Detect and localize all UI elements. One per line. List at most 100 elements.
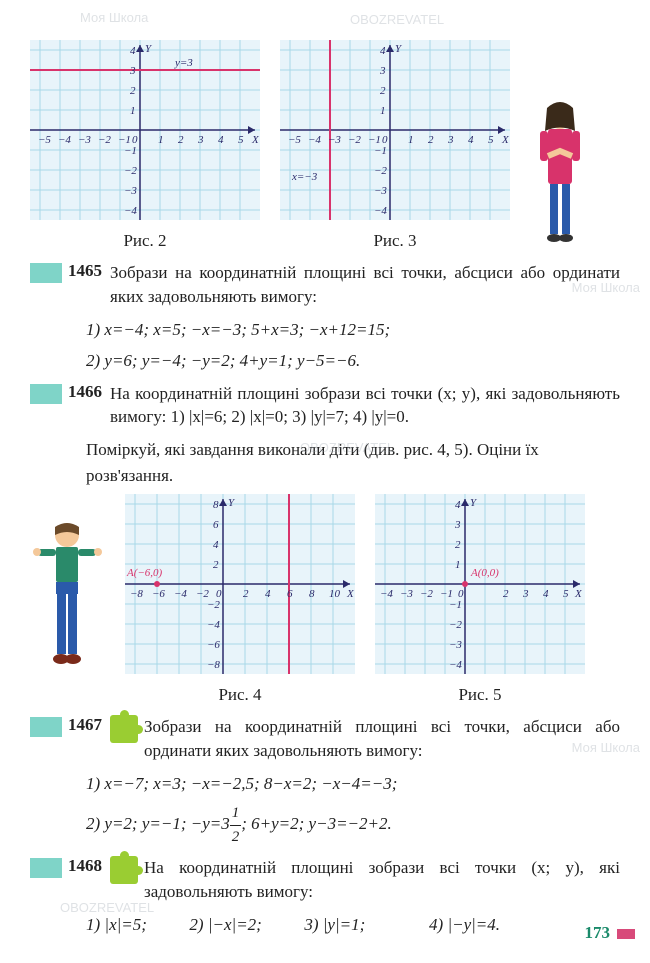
page-number-bar xyxy=(617,929,635,939)
svg-text:−3: −3 xyxy=(449,639,462,651)
svg-text:X: X xyxy=(346,588,355,600)
svg-text:2: 2 xyxy=(178,134,184,146)
task-text: На координатній площині зобрази всі точк… xyxy=(144,856,620,904)
svg-text:A(−6,0): A(−6,0) xyxy=(126,567,163,579)
svg-text:4: 4 xyxy=(468,134,474,146)
task-marker xyxy=(30,263,62,283)
svg-text:−5: −5 xyxy=(38,134,51,146)
svg-text:3: 3 xyxy=(454,519,461,531)
svg-text:5: 5 xyxy=(563,588,569,600)
puzzle-icon xyxy=(110,856,138,884)
svg-text:y=3: y=3 xyxy=(174,57,193,69)
chart-3: −5−4−3−2−1 0 12345 1234 −1−2−3−4 XY x=−3… xyxy=(280,40,510,251)
task-number: 1466 xyxy=(68,382,102,402)
svg-text:3: 3 xyxy=(129,65,136,77)
caption-chart4: Рис. 4 xyxy=(125,685,355,705)
svg-text:3: 3 xyxy=(379,65,386,77)
svg-text:−2: −2 xyxy=(420,588,433,600)
svg-text:−2: −2 xyxy=(348,134,361,146)
svg-text:X: X xyxy=(251,134,260,146)
charts-row-top: −5−4−3−2−1 0 12345 1234 −1−2−3−4 XY y=3 … xyxy=(30,40,620,251)
task-1467-line2: 2) y=2; y=−1; −y=312; 6+y=2; y−3=−2+2. xyxy=(86,802,620,848)
svg-text:2: 2 xyxy=(455,539,461,551)
svg-text:4: 4 xyxy=(455,499,461,511)
task-number: 1467 xyxy=(68,715,102,735)
svg-text:3: 3 xyxy=(447,134,454,146)
page-number: 173 xyxy=(585,923,611,943)
svg-text:X: X xyxy=(574,588,583,600)
task-1467: 1467 Зобрази на координатній площині всі… xyxy=(30,715,620,763)
svg-text:1: 1 xyxy=(380,105,386,117)
task-number: 1468 xyxy=(68,856,102,876)
puzzle-icon xyxy=(110,715,138,743)
svg-text:−5: −5 xyxy=(288,134,301,146)
svg-text:−1: −1 xyxy=(449,599,462,611)
svg-text:−3: −3 xyxy=(374,185,387,197)
svg-text:−4: −4 xyxy=(374,205,387,217)
svg-text:−8: −8 xyxy=(130,588,143,600)
charts-row-mid: A(−6,0) −8−6−4−2 0 246810 2468 −2−4−6−8 … xyxy=(30,494,620,705)
task-1467-line1: 1) x=−7; x=3; −x=−2,5; 8−x=2; −x−4=−3; xyxy=(86,771,620,797)
girl-illustration xyxy=(530,96,590,251)
svg-text:5: 5 xyxy=(488,134,494,146)
svg-text:−6: −6 xyxy=(152,588,165,600)
coord-plane-2: −5−4−3−2−1 0 12345 1234 −1−2−3−4 XY y=3 xyxy=(30,40,260,220)
svg-text:−2: −2 xyxy=(124,165,137,177)
svg-text:A(0,0): A(0,0) xyxy=(470,567,499,579)
svg-text:4: 4 xyxy=(543,588,549,600)
chart-5: A(0,0) −4−3−2−1 0 2345 1234 −1−2−3−4 XY … xyxy=(375,494,585,705)
task-1468-opts: 1) |x|=5; 2) |−x|=2; 3) |y|=1; 4) |−y|=4… xyxy=(86,912,620,938)
svg-text:−4: −4 xyxy=(124,205,137,217)
svg-text:10: 10 xyxy=(329,588,341,600)
task-text: На координатній площині зобрази всі точк… xyxy=(110,382,620,430)
chart-2: −5−4−3−2−1 0 12345 1234 −1−2−3−4 XY y=3 … xyxy=(30,40,260,251)
chart-4: A(−6,0) −8−6−4−2 0 246810 2468 −2−4−6−8 … xyxy=(125,494,355,705)
svg-text:4: 4 xyxy=(380,45,386,57)
svg-text:8: 8 xyxy=(309,588,315,600)
svg-text:3: 3 xyxy=(522,588,529,600)
task-number: 1465 xyxy=(68,261,102,281)
svg-text:2: 2 xyxy=(243,588,249,600)
svg-text:−4: −4 xyxy=(308,134,321,146)
caption-chart2: Рис. 2 xyxy=(30,231,260,251)
svg-text:−3: −3 xyxy=(400,588,413,600)
svg-text:4: 4 xyxy=(213,539,219,551)
task-1468: 1468 На координатній площині зобрази всі… xyxy=(30,856,620,904)
svg-text:1: 1 xyxy=(455,559,461,571)
task-marker xyxy=(30,717,62,737)
svg-text:2: 2 xyxy=(213,559,219,571)
svg-text:−3: −3 xyxy=(78,134,91,146)
svg-text:8: 8 xyxy=(213,499,219,511)
svg-text:−2: −2 xyxy=(207,599,220,611)
svg-text:−3: −3 xyxy=(328,134,341,146)
svg-text:2: 2 xyxy=(380,85,386,97)
task-text: Зобрази на координатній площині всі точк… xyxy=(144,715,620,763)
svg-text:−2: −2 xyxy=(98,134,111,146)
task-1465: 1465 Зобрази на координатній площині всі… xyxy=(30,261,620,309)
svg-text:4: 4 xyxy=(130,45,136,57)
task-1465-line2: 2) y=6; y=−4; −y=2; 4+y=1; y−5=−6. xyxy=(86,348,620,374)
svg-text:1: 1 xyxy=(130,105,136,117)
task-1466: 1466 На координатній площині зобрази всі… xyxy=(30,382,620,430)
coord-plane-3: −5−4−3−2−1 0 12345 1234 −1−2−3−4 XY x=−3 xyxy=(280,40,510,220)
svg-text:−2: −2 xyxy=(449,619,462,631)
svg-text:2: 2 xyxy=(130,85,136,97)
task-marker xyxy=(30,384,62,404)
svg-text:−4: −4 xyxy=(174,588,187,600)
svg-text:2: 2 xyxy=(503,588,509,600)
task-1465-line1: 1) x=−4; x=5; −x=−3; 5+x=3; −x+12=15; xyxy=(86,317,620,343)
svg-text:4: 4 xyxy=(218,134,224,146)
svg-text:3: 3 xyxy=(197,134,204,146)
svg-text:x=−3: x=−3 xyxy=(291,171,318,183)
svg-text:−3: −3 xyxy=(124,185,137,197)
task-text: Зобрази на координатній площині всі точк… xyxy=(110,261,620,309)
svg-text:−4: −4 xyxy=(58,134,71,146)
svg-text:−4: −4 xyxy=(380,588,393,600)
boy-illustration xyxy=(30,517,105,682)
svg-text:1: 1 xyxy=(408,134,414,146)
textbook-page: −5−4−3−2−1 0 12345 1234 −1−2−3−4 XY y=3 … xyxy=(0,0,650,963)
svg-text:−1: −1 xyxy=(124,145,137,157)
svg-text:5: 5 xyxy=(238,134,244,146)
svg-text:−8: −8 xyxy=(207,659,220,671)
svg-text:4: 4 xyxy=(265,588,271,600)
